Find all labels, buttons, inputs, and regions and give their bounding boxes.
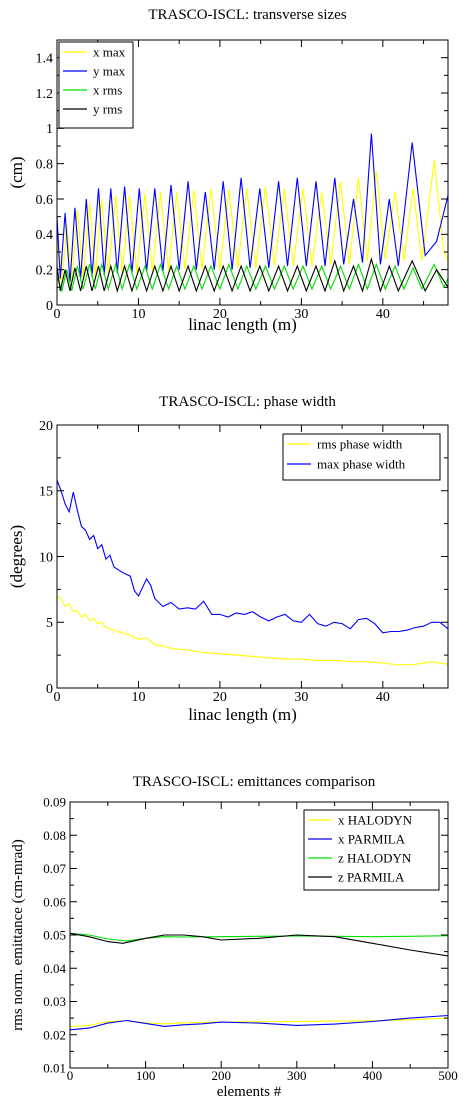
y-tick-label: 10 — [39, 550, 53, 565]
legend: rms phase width max phase width — [282, 433, 441, 481]
legend-box — [58, 41, 134, 129]
y-tick-label: 20 — [39, 419, 53, 434]
series-line-max-phase-width — [57, 480, 448, 634]
y-tick-label: 0.07 — [43, 861, 66, 876]
y-tick-label: 0.8 — [36, 158, 54, 173]
x-tick-label: 0 — [54, 690, 61, 705]
legend-box — [282, 433, 441, 481]
x-axis-label: linac length (m) — [188, 315, 297, 334]
x-tick-label: 200 — [211, 1068, 231, 1083]
y-tick-label: 15 — [39, 485, 53, 500]
y-tick-label: 0 — [46, 299, 53, 314]
legend-label: z PARMILA — [338, 870, 405, 885]
legend-label: x max — [93, 45, 126, 60]
chart-panel-2: TRASCO-ISCL: phase width 0 10 20 30 40 0 5 10 15 2… — [7, 394, 449, 724]
legend: x HALODYN x PARMILA z HALODYN z PARMILA — [303, 809, 440, 891]
y-tick-label: 0.2 — [36, 264, 54, 279]
chart-title: TRASCO-ISCL: transverse sizes — [148, 7, 346, 23]
series-group — [57, 133, 448, 293]
x-tick-label: 40 — [376, 307, 390, 322]
chart-title: TRASCO-ISCL: phase width — [159, 394, 336, 410]
x-tick-label: 500 — [438, 1068, 458, 1083]
x-tick-label: 0 — [54, 307, 61, 322]
plot-frame — [56, 39, 449, 306]
y-tick-label: 0.01 — [43, 1061, 66, 1076]
x-tick-label: 100 — [136, 1068, 156, 1083]
y-tick-label: 0.02 — [43, 1027, 66, 1042]
legend-label: x HALODYN — [338, 813, 413, 828]
y-tick-label: 0.04 — [43, 961, 66, 976]
y-axis-label: (degrees) — [7, 525, 26, 588]
legend-label: rms phase width — [317, 437, 403, 452]
y-tick-label: 0.6 — [36, 193, 54, 208]
chart-panel-1: TRASCO-ISCL: transverse sizes 0 10 20 30 40 0 0… — [7, 7, 449, 334]
legend-label: y max — [93, 64, 126, 79]
series-line-z-parmila — [70, 932, 448, 957]
series-group — [70, 932, 448, 1031]
series-line-x-rms — [57, 262, 448, 293]
x-tick-label: 20 — [213, 690, 227, 705]
legend-label: y rms — [93, 102, 122, 117]
series-line-z-halodyn — [70, 932, 448, 942]
chart-title: TRASCO-ISCL: emittances comparison — [133, 774, 376, 790]
x-axis-label: linac length (m) — [188, 705, 297, 724]
x-tick-label: 20 — [213, 307, 227, 322]
y-tick-label: 0.4 — [36, 228, 54, 243]
legend-label: x PARMILA — [338, 832, 406, 847]
y-tick-label: 0 — [46, 682, 53, 697]
y-tick-label: 1.4 — [36, 52, 54, 67]
x-tick-label: 300 — [287, 1068, 307, 1083]
x-tick-label: 400 — [363, 1068, 383, 1083]
y-tick-label: 0.06 — [43, 894, 66, 909]
x-tick-label: 30 — [294, 690, 308, 705]
y-tick-label: 5 — [46, 616, 53, 631]
y-axis-label: rms norm. emittance (cm-mrad) — [10, 839, 26, 1031]
series-line-rms-phase-width — [57, 595, 448, 666]
x-axis-label: elements # — [217, 1084, 282, 1100]
x-tick-label: 10 — [131, 690, 145, 705]
legend: x max y max x rms y rms — [58, 41, 134, 129]
series-line-y-rms — [57, 257, 448, 293]
legend-label: x rms — [93, 83, 122, 98]
y-tick-label: 0.05 — [43, 928, 66, 943]
chart-panel-3: TRASCO-ISCL: emittances comparison 0 100 20… — [10, 774, 458, 1100]
x-tick-label: 10 — [131, 307, 145, 322]
y-tick-label: 1 — [46, 122, 53, 137]
y-tick-label: 1.2 — [36, 87, 54, 102]
series-line-x-halodyn — [70, 1017, 448, 1027]
x-tick-label: 40 — [376, 690, 390, 705]
x-tick-label: 30 — [294, 307, 308, 322]
y-tick-label: 0.08 — [43, 828, 66, 843]
legend-label: z HALODYN — [338, 851, 412, 866]
y-tick-label: 0.03 — [43, 994, 66, 1009]
x-tick-label: 0 — [67, 1068, 74, 1083]
series-line-x-max — [57, 160, 448, 284]
series-group — [57, 480, 448, 666]
y-axis-label: (cm) — [7, 156, 26, 188]
legend-label: max phase width — [317, 457, 406, 472]
series-line-y-max — [57, 133, 448, 283]
y-tick-label: 0.09 — [43, 795, 66, 810]
series-line-x-parmila — [70, 1014, 448, 1031]
